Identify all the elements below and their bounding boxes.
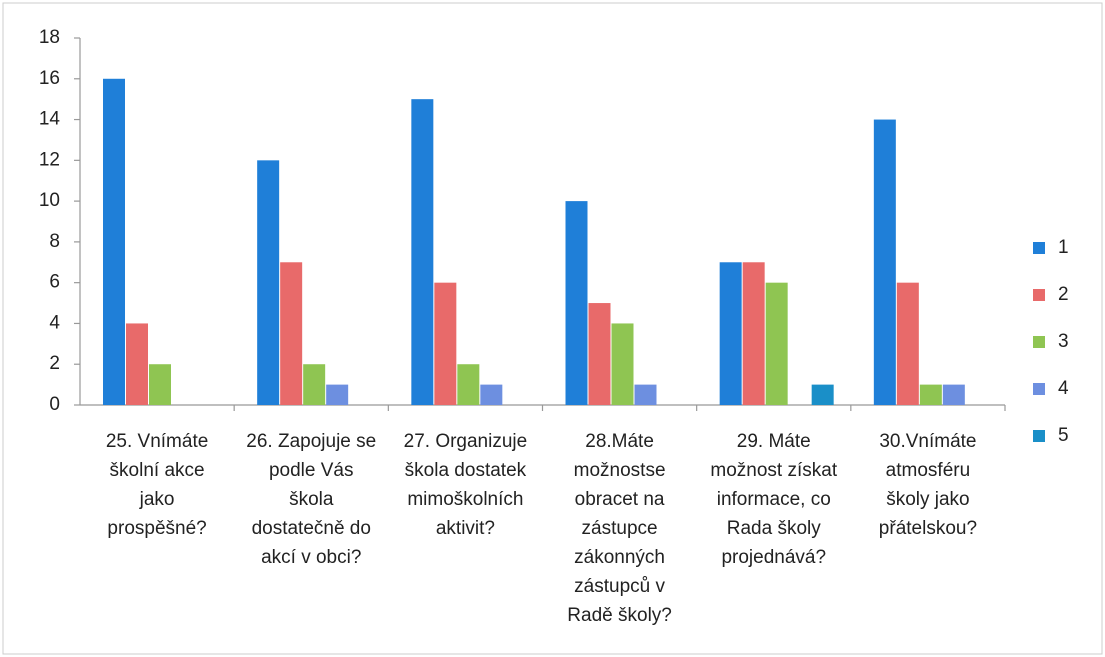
x-tick-label: 30.Vnímáte [879,431,976,452]
x-tick-label: 28.Máte [585,431,654,452]
legend-label: 4 [1058,378,1069,399]
x-tick-label: možnostse [574,460,666,481]
bar [873,119,896,406]
bar [896,282,919,405]
bar [942,384,965,405]
y-tick-label: 0 [49,394,60,415]
x-tick-label: atmosféru [886,460,970,481]
x-tick-label: podle Vás [269,460,354,481]
y-tick-label: 10 [39,190,60,211]
legend-swatch [1033,242,1045,254]
x-tick-label: aktivit? [436,518,495,539]
bar [634,384,657,405]
bar [280,262,303,405]
bar [765,282,788,405]
bar [434,282,457,405]
x-tick-label: školní akce [110,460,205,481]
y-tick-label: 14 [39,109,61,130]
x-tick-label: dostatečně do [252,518,371,539]
x-tick-label: zástupců v [574,576,665,597]
x-tick-label: obracet na [575,489,665,510]
bar [103,78,125,406]
x-tick-label: jako [139,489,175,510]
y-tick-label: 18 [39,27,60,48]
bar [457,364,480,405]
legend-swatch [1033,336,1045,348]
bar [149,364,171,405]
bar [411,99,434,406]
y-tick-label: 16 [39,68,60,89]
x-tick-label: škola [289,489,334,510]
x-tick-label: možnost získat [710,460,837,481]
bar [126,323,148,405]
x-tick-label: projednává? [721,547,826,568]
bar [480,384,503,405]
bar [811,384,834,405]
x-tick-label: 29. Máte [737,431,811,452]
x-tick-label: 25. Vnímáte [106,431,208,452]
x-tick-label: škola dostatek [405,460,527,481]
bar [303,364,326,405]
bar [611,323,634,405]
x-tick-label: školy jako [886,489,969,510]
bar [588,303,611,405]
bar [719,262,742,405]
x-tick-label: Radě školy? [567,605,672,626]
bar [565,201,588,405]
x-tick-label: zástupce [582,518,658,539]
legend-swatch [1033,430,1045,442]
x-tick-label: informace, co [717,489,831,510]
x-tick-label: akcí v obci? [261,547,361,568]
bar [919,384,942,405]
legend-swatch [1033,289,1045,301]
y-tick-label: 4 [49,312,60,333]
legend-label: 3 [1058,331,1069,352]
legend-label: 2 [1058,284,1069,305]
bar [326,384,349,405]
legend-swatch [1033,383,1045,395]
y-tick-label: 8 [49,231,60,252]
x-tick-label: zákonných [574,547,665,568]
x-tick-label: 27. Organizuje [404,431,528,452]
x-tick-label: mimoškolních [407,489,523,510]
y-tick-label: 2 [49,353,60,374]
y-tick-label: 6 [49,272,60,293]
legend-label: 5 [1058,425,1069,446]
x-tick-label: prospěšné? [107,518,206,539]
x-tick-label: Rada školy [727,518,821,539]
legend-label: 1 [1058,237,1069,258]
x-tick-label: přátelskou? [879,518,977,539]
bar [742,262,765,405]
bar [257,160,280,405]
y-tick-label: 12 [39,149,60,170]
x-tick-label: 26. Zapojuje se [246,431,376,452]
